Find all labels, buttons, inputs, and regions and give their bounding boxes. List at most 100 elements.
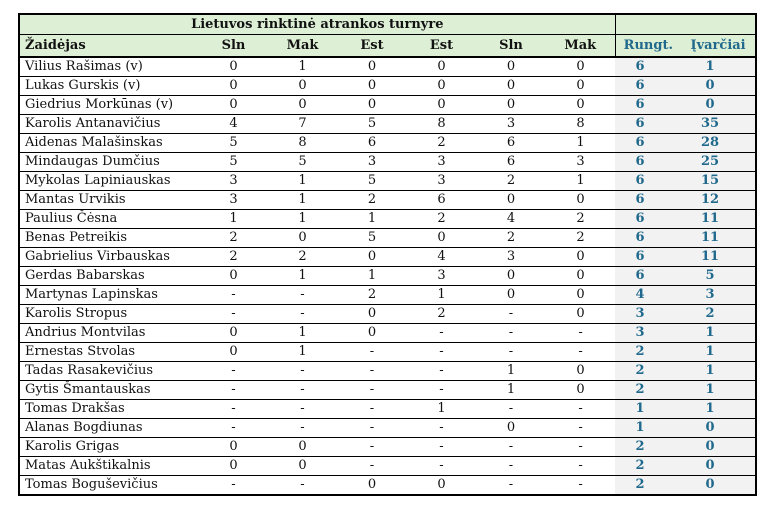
match-stat-cell: 3 [546, 152, 616, 172]
match-stat-cell: - [199, 418, 268, 438]
table-row: Gerdas Babarskas 0 1 1 3 0 0 6 5 [19, 266, 757, 286]
match-stat-cell: - [546, 323, 616, 343]
goals-total-cell: 2 [681, 304, 757, 324]
table-row: Karolis Stropus - -0 2-0 3 2 [19, 304, 757, 324]
match-stat-cell: 6 [476, 152, 546, 172]
column-header-5: Sln [476, 34, 546, 58]
match-stat-cell: 0 [546, 190, 616, 210]
match-stat-cell: 0 [268, 228, 337, 248]
match-stat-cell: 1 [546, 133, 616, 153]
goals-total-cell: 1 [681, 323, 757, 343]
match-stat-cell: 8 [546, 114, 616, 134]
table-row: Tomas Boguševičius - -0 0- -2 0 [19, 475, 757, 496]
column-header-0: Žaidėjas [19, 34, 199, 58]
match-stat-cell: - [476, 399, 546, 419]
table-row: Alanas Bogdiunas - - - -0-1 0 [19, 418, 757, 438]
matches-total-cell: 6 [615, 133, 682, 153]
player-name-cell: Benas Petreikis [19, 228, 199, 248]
goals-total-cell: 11 [681, 209, 757, 229]
goals-total-cell: 0 [681, 456, 757, 476]
column-header-8: Įvarčiai [681, 34, 757, 58]
table-row: Lukas Gurskis (v) 0 0 0 0 0 0 6 0 [19, 76, 757, 96]
matches-total-cell: 6 [615, 152, 682, 172]
match-stat-cell: 2 [407, 304, 476, 324]
goals-total-cell: 0 [681, 95, 757, 115]
match-stat-cell: 0 [407, 76, 476, 96]
match-stat-cell: 2 [476, 171, 546, 191]
match-stat-cell: 0 [546, 95, 616, 115]
match-stat-cell: - [268, 475, 337, 496]
match-stat-cell: 0 [199, 266, 268, 286]
player-name-cell: Karolis Antanavičius [19, 114, 199, 134]
players-stats-table: Lietuvos rinktinė atrankos turnyre Žaidė… [18, 13, 758, 496]
match-stat-cell: - [199, 399, 268, 419]
goals-total-cell: 25 [681, 152, 757, 172]
match-stat-cell: 1 [337, 266, 407, 286]
goals-total-cell: 11 [681, 247, 757, 267]
match-stat-cell: 0 [199, 456, 268, 476]
match-stat-cell: 1 [268, 190, 337, 210]
match-stat-cell: 0 [199, 57, 268, 77]
player-name-cell: Ernestas Stvolas [19, 342, 199, 362]
player-name-cell: Vilius Rašimas (v) [19, 57, 199, 77]
goals-total-cell: 0 [681, 475, 757, 496]
match-stat-cell: 5 [199, 152, 268, 172]
matches-total-cell: 6 [615, 247, 682, 267]
match-stat-cell: 0 [476, 285, 546, 305]
table-row: Karolis Antanavičius 4 7 5 8 3 8 6 35 [19, 114, 757, 134]
match-stat-cell: 3 [337, 152, 407, 172]
match-stat-cell: - [337, 361, 407, 381]
match-stat-cell: 7 [268, 114, 337, 134]
title-spacer-cell [614, 14, 757, 35]
match-stat-cell: 0 [199, 95, 268, 115]
match-stat-cell: - [546, 475, 616, 496]
match-stat-cell: - [199, 380, 268, 400]
match-stat-cell: - [407, 418, 476, 438]
match-stat-cell: 2 [337, 285, 407, 305]
match-stat-cell: 2 [546, 228, 616, 248]
match-stat-cell: 3 [476, 247, 546, 267]
match-stat-cell: 0 [476, 95, 546, 115]
match-stat-cell: 0 [199, 437, 268, 457]
match-stat-cell: - [407, 342, 476, 362]
table-row: Vilius Rašimas (v) 0 1 0 0 0 0 6 1 [19, 57, 757, 77]
table-row: Karolis Grigas 0 0- - - -2 0 [19, 437, 757, 457]
goals-total-cell: 35 [681, 114, 757, 134]
match-stat-cell: - [476, 475, 546, 496]
player-name-cell: Andrius Montvilas [19, 323, 199, 343]
matches-total-cell: 6 [615, 95, 682, 115]
column-header-3: Est [337, 34, 407, 58]
match-stat-cell: 1 [268, 266, 337, 286]
table-row: Mantas Urvikis 3 1 2 6 0 0 6 12 [19, 190, 757, 210]
match-stat-cell: 0 [476, 418, 546, 438]
match-stat-cell: 0 [476, 190, 546, 210]
column-header-row: Žaidėjas Sln Mak Est Est Sln Mak Rungt. Įvarčiai [19, 34, 757, 58]
table-row: Benas Petreikis 2 0 5 0 2 2 6 11 [19, 228, 757, 248]
table-row: Ernestas Stvolas 0 1- - - -2 1 [19, 342, 757, 362]
match-stat-cell: 0 [337, 304, 407, 324]
matches-total-cell: 4 [615, 285, 682, 305]
goals-total-cell: 0 [681, 418, 757, 438]
match-stat-cell: 3 [199, 171, 268, 191]
player-name-cell: Mindaugas Dumčius [19, 152, 199, 172]
match-stat-cell: 1 [268, 171, 337, 191]
match-stat-cell: - [546, 418, 616, 438]
player-name-cell: Gerdas Babarskas [19, 266, 199, 286]
table-row: Gabrielius Virbauskas 2 2 0 4 3 0 6 11 [19, 247, 757, 267]
match-stat-cell: 2 [337, 190, 407, 210]
goals-total-cell: 1 [681, 57, 757, 77]
match-stat-cell: 2 [199, 247, 268, 267]
matches-total-cell: 6 [615, 228, 682, 248]
match-stat-cell: 6 [407, 190, 476, 210]
match-stat-cell: - [199, 304, 268, 324]
match-stat-cell: 0 [546, 304, 616, 324]
match-stat-cell: - [546, 399, 616, 419]
goals-total-cell: 0 [681, 76, 757, 96]
match-stat-cell: 0 [546, 380, 616, 400]
matches-total-cell: 1 [615, 418, 682, 438]
match-stat-cell: 1 [199, 209, 268, 229]
match-stat-cell: 0 [268, 437, 337, 457]
match-stat-cell: - [199, 285, 268, 305]
player-name-cell: Lukas Gurskis (v) [19, 76, 199, 96]
